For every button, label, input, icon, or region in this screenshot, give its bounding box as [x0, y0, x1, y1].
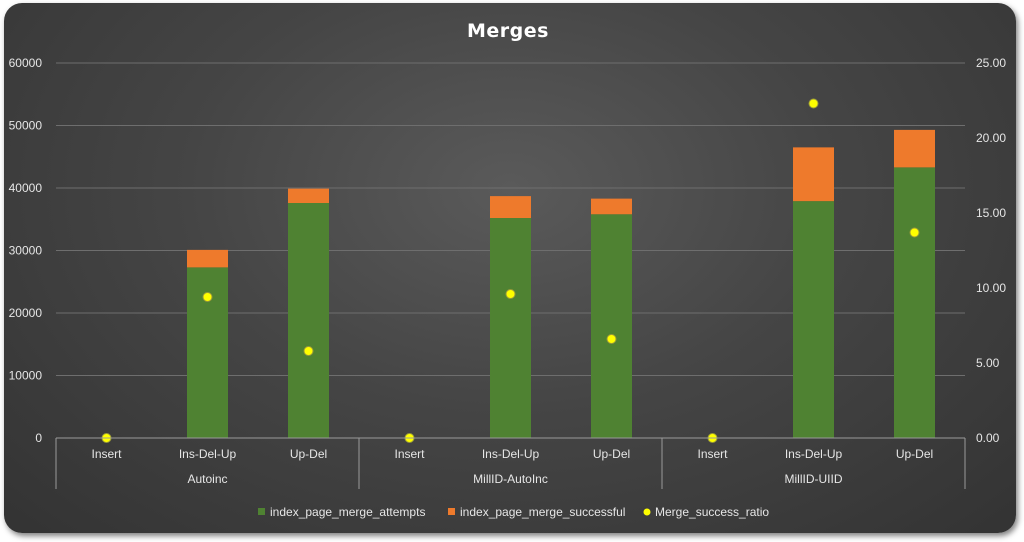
- bar-merge-successful: [288, 188, 329, 203]
- legend-swatch: [448, 508, 455, 515]
- category-label: Ins-Del-Up: [785, 447, 843, 461]
- category-label: Insert: [394, 447, 425, 461]
- y-left-tick-label: 40000: [9, 181, 43, 195]
- bar-merge-successful: [793, 147, 834, 202]
- bar-merge-attempts: [894, 167, 935, 438]
- bar-merge-successful: [490, 196, 531, 218]
- category-label: Up-Del: [896, 447, 933, 461]
- category-label: Insert: [91, 447, 122, 461]
- ratio-point: [303, 346, 314, 356]
- category-label: Up-Del: [290, 447, 327, 461]
- y-left-tick-label: 30000: [9, 244, 43, 258]
- chart-title: Merges: [467, 20, 549, 42]
- group-label: MillID-UIID: [785, 472, 843, 486]
- legend: index_page_merge_attempts index_page_merg…: [258, 505, 769, 519]
- chart-svg: Merges 0 10000 20000 30000 40000 50000 60000 0…: [9, 20, 1007, 519]
- ratio-point: [909, 227, 920, 238]
- y-right-tick-label: 0.00: [976, 431, 1000, 445]
- y-right-tick-label: 10.00: [976, 281, 1006, 295]
- bar-merge-attempts: [490, 218, 531, 438]
- legend-label: Merge_success_ratio: [655, 505, 769, 519]
- bar-merge-successful: [591, 198, 632, 215]
- y-right-tick-label: 25.00: [976, 56, 1006, 70]
- chart-container: Merges 0 10000 20000 30000 40000 50000 60000 0…: [4, 3, 1016, 533]
- y-left-tick-label: 50000: [9, 119, 43, 133]
- bar-merge-attempts: [793, 201, 834, 438]
- category-label: Up-Del: [593, 447, 630, 461]
- category-axis: Insert Ins-Del-Up Up-Del Autoinc Insert Ins-D…: [55, 437, 966, 489]
- legend-swatch: [258, 508, 265, 515]
- legend-label: index_page_merge_successful: [460, 505, 625, 519]
- ratio-point: [202, 292, 213, 302]
- bar-merge-attempts: [591, 214, 632, 438]
- ratio-point: [505, 289, 516, 299]
- category-label: Ins-Del-Up: [482, 447, 540, 461]
- bars: [187, 129, 935, 438]
- y-left-tick-label: 10000: [9, 369, 43, 383]
- y-right-tick-label: 20.00: [976, 131, 1006, 145]
- y-left-tick-label: 60000: [9, 56, 43, 70]
- left-axis: 0 10000 20000 30000 40000 50000 60000: [9, 56, 43, 445]
- legend-swatch: [643, 508, 651, 516]
- ratio-point: [606, 334, 617, 344]
- bar-merge-attempts: [288, 203, 329, 438]
- y-right-tick-label: 15.00: [976, 206, 1006, 220]
- category-label: Ins-Del-Up: [179, 447, 237, 461]
- legend-label: index_page_merge_attempts: [270, 505, 425, 519]
- y-left-tick-label: 20000: [9, 306, 43, 320]
- bar-merge-successful: [187, 249, 228, 268]
- group-label: Autoinc: [187, 472, 227, 486]
- bar-merge-successful: [894, 129, 935, 168]
- right-axis: 0.00 5.00 10.00 15.00 20.00 25.00: [976, 56, 1006, 445]
- y-right-tick-label: 5.00: [976, 356, 1000, 370]
- category-label: Insert: [697, 447, 728, 461]
- group-label: MillID-AutoInc: [473, 472, 548, 486]
- ratio-point: [808, 98, 819, 109]
- y-left-tick-label: 0: [35, 431, 42, 445]
